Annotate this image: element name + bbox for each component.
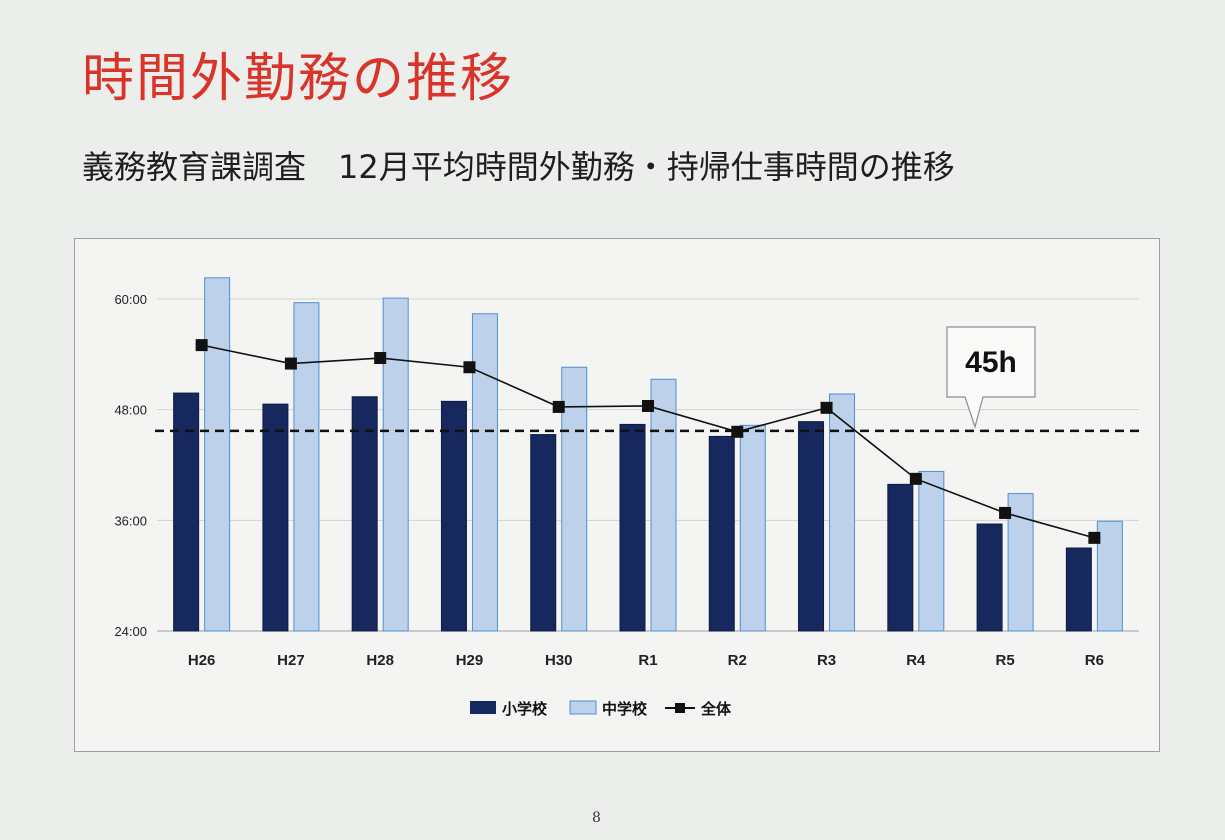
x-tick-label: R2 bbox=[728, 652, 747, 669]
y-tick-label: 36:00 bbox=[114, 513, 147, 528]
x-tick-label: H29 bbox=[456, 652, 484, 669]
x-tick-label: R4 bbox=[906, 652, 926, 669]
legend-swatch-junior-high bbox=[569, 700, 597, 715]
legend-label-elementary: 小学校 bbox=[502, 700, 548, 718]
marker-total bbox=[195, 339, 208, 352]
bar-junior-high bbox=[1096, 520, 1123, 632]
marker-total bbox=[284, 357, 297, 370]
bar-junior-high bbox=[382, 297, 409, 632]
bar-elementary bbox=[798, 421, 825, 632]
x-tick-label: R1 bbox=[638, 652, 657, 669]
bar-elementary bbox=[976, 523, 1003, 632]
x-tick-label: R6 bbox=[1085, 652, 1104, 669]
bar-elementary bbox=[173, 392, 200, 632]
bar-junior-high bbox=[918, 470, 945, 632]
bar-junior-high bbox=[204, 277, 231, 632]
legend-label-total: 全体 bbox=[700, 700, 732, 718]
marker-total bbox=[463, 361, 476, 374]
marker-total bbox=[642, 399, 654, 412]
bar-elementary bbox=[619, 423, 646, 632]
chart-svg: 24:00 36:00 48:00 60:00 H26 H27 H28 H29 H30 R1 R2 R… bbox=[114, 277, 1145, 718]
marker-total bbox=[374, 352, 387, 365]
callout-label: 45h bbox=[965, 346, 1017, 379]
bar-junior-high bbox=[739, 424, 766, 632]
marker-total bbox=[1088, 531, 1101, 544]
bar-elementary bbox=[1065, 547, 1092, 632]
bar-junior-high bbox=[293, 302, 320, 632]
page-title: 時間外勤務の推移 bbox=[82, 49, 515, 109]
y-tick-label: 24:00 bbox=[114, 624, 147, 639]
marker-total bbox=[552, 400, 565, 413]
bar-elementary bbox=[351, 396, 378, 632]
legend-marker-total bbox=[675, 703, 685, 713]
bar-elementary bbox=[887, 483, 914, 632]
y-tick-label: 48:00 bbox=[114, 403, 147, 418]
bar-elementary bbox=[530, 434, 557, 632]
bar-elementary bbox=[708, 435, 735, 632]
bar-junior-high bbox=[650, 378, 677, 632]
bar-junior-high bbox=[471, 313, 498, 632]
bar-elementary bbox=[262, 403, 289, 632]
x-tick-label: R5 bbox=[995, 652, 1014, 669]
y-tick-label: 60:00 bbox=[114, 292, 147, 307]
bar-junior-high bbox=[829, 393, 856, 632]
marker-total bbox=[909, 472, 922, 485]
x-tick-label: H26 bbox=[188, 652, 216, 669]
chart-subtitle: 義務教育課調査 12月平均時間外勤務・持帰仕事時間の推移 bbox=[82, 148, 955, 186]
bar-junior-high bbox=[561, 366, 588, 632]
legend-swatch-elementary bbox=[470, 701, 496, 714]
callout-box bbox=[946, 326, 1036, 429]
page-number: 8 bbox=[592, 810, 601, 826]
x-tick-label: R3 bbox=[817, 652, 836, 669]
legend-label-junior-high: 中学校 bbox=[602, 700, 648, 718]
x-tick-label: H27 bbox=[277, 652, 305, 669]
x-tick-label: H30 bbox=[545, 652, 573, 669]
marker-total bbox=[731, 425, 744, 438]
marker-total bbox=[820, 401, 833, 414]
x-tick-label: H28 bbox=[366, 652, 394, 669]
marker-total bbox=[999, 506, 1012, 519]
chart-frame: 24:00 36:00 48:00 60:00 H26 H27 H28 H29 H30 R1 R2 R… bbox=[74, 238, 1160, 752]
bar-elementary bbox=[440, 400, 467, 632]
